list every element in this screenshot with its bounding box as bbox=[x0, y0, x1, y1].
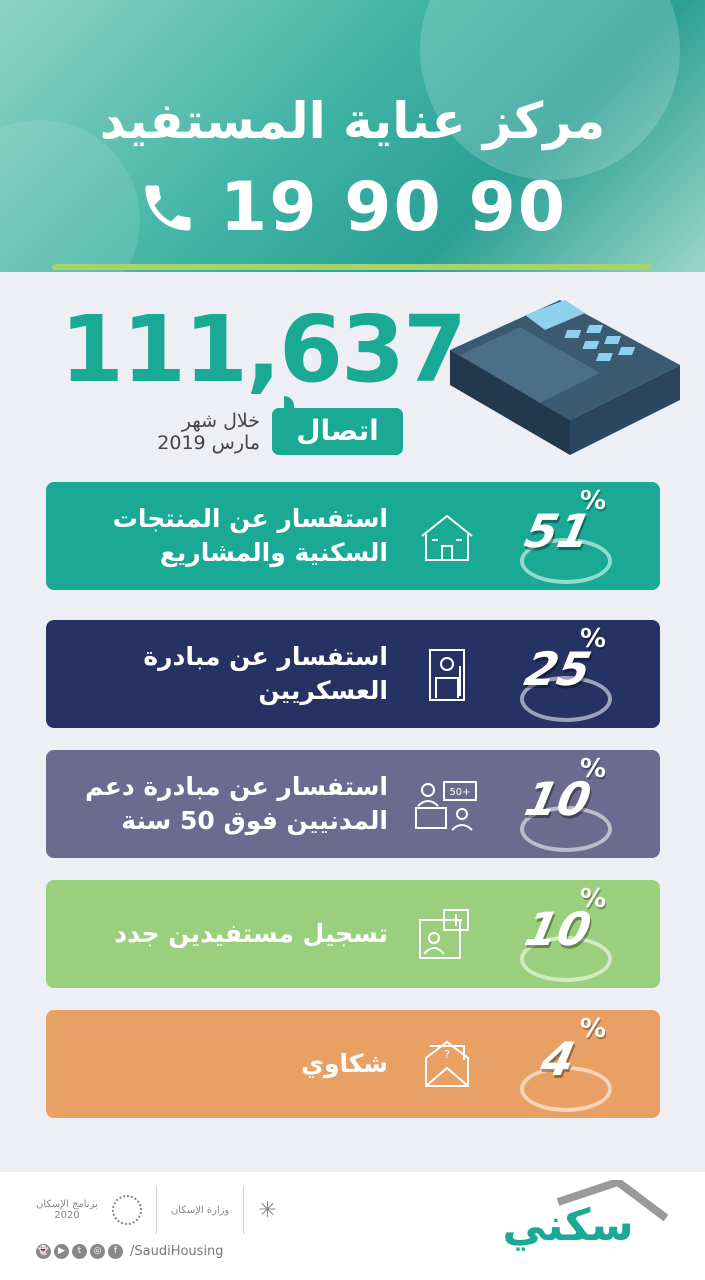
total-calls: 111,637 bbox=[60, 296, 467, 403]
social-handle[interactable]: /SaudiHousing bbox=[130, 1244, 224, 1259]
calls-label: اتصال bbox=[272, 396, 403, 455]
percent-sign: % bbox=[580, 624, 607, 654]
category-card: استفسار عن المنتجات السكنية والمشاريع 51… bbox=[46, 482, 660, 590]
ring-decoration bbox=[520, 676, 612, 722]
period: خلال شهر مارس 2019 bbox=[80, 410, 260, 454]
snapchat-icon[interactable]: 👻 bbox=[36, 1244, 51, 1259]
category-card: استفسار عن مبادرة دعم المدنيين فوق 50 سن… bbox=[46, 750, 660, 858]
divider bbox=[52, 264, 652, 270]
category-card: شكاوي ? 4 % bbox=[46, 1010, 660, 1118]
complaint-envelope-icon: ? bbox=[425, 1040, 469, 1087]
ministry-name: وزارة الإسكان bbox=[170, 1204, 230, 1216]
period-line1: خلال شهر bbox=[181, 410, 260, 432]
percent-sign: % bbox=[580, 1014, 607, 1044]
percent-sign: % bbox=[580, 884, 607, 914]
category-percent: 10 % bbox=[508, 754, 618, 856]
house-icon bbox=[421, 514, 473, 561]
category-label: تسجيل مستفيدين جدد bbox=[114, 919, 388, 948]
soldier-icon bbox=[429, 649, 465, 701]
ring-decoration bbox=[520, 1066, 612, 1112]
twitter-icon[interactable]: t bbox=[72, 1244, 87, 1259]
ring-decoration bbox=[520, 538, 612, 584]
program-year: 2020 bbox=[54, 1210, 80, 1221]
elderly-support-icon: 50+ bbox=[415, 781, 477, 831]
category-label: شكاوي bbox=[301, 1049, 388, 1078]
category-label: استفسار عن مبادرة العسكريين bbox=[143, 642, 388, 705]
phone-icon bbox=[145, 185, 191, 230]
category-percent: 4 % bbox=[508, 1014, 618, 1116]
category-label: استفسار عن مبادرة دعم المدنيين فوق 50 سن… bbox=[85, 772, 388, 835]
category-percent: 25 % bbox=[508, 624, 618, 726]
phone-number[interactable]: 19 90 90 bbox=[219, 168, 568, 247]
category-label: استفسار عن المنتجات السكنية والمشاريع bbox=[112, 504, 388, 567]
instagram-icon[interactable]: ◎ bbox=[90, 1244, 105, 1259]
partner-logos: برنامج الإسكان 2020 وزارة الإسكان ✳ bbox=[36, 1186, 277, 1234]
ring-decoration bbox=[520, 936, 612, 982]
brand-name: سكني bbox=[502, 1200, 633, 1251]
sakani-logo: سكني bbox=[502, 1180, 668, 1251]
program-name: برنامج الإسكان bbox=[36, 1199, 98, 1210]
youtube-icon[interactable]: ▶ bbox=[54, 1244, 69, 1259]
percent-sign: % bbox=[580, 754, 607, 784]
facebook-icon[interactable]: f bbox=[108, 1244, 123, 1259]
category-percent: 10 % bbox=[508, 884, 618, 986]
social-links: 👻 ▶ t ◎ f /SaudiHousing bbox=[36, 1244, 224, 1259]
ring-decoration bbox=[520, 806, 612, 852]
header-banner bbox=[0, 0, 705, 320]
svg-text:50+: 50+ bbox=[449, 787, 470, 798]
page-title: مركز عناية المستفيد bbox=[99, 92, 606, 150]
category-card: تسجيل مستفيدين جدد 10 % bbox=[46, 880, 660, 988]
period-line2: مارس 2019 bbox=[157, 432, 260, 454]
palm-emblem-icon: ✳ bbox=[258, 1197, 277, 1223]
program-emblem-icon bbox=[111, 1195, 142, 1225]
percent-sign: % bbox=[580, 486, 607, 516]
category-percent: 51 % bbox=[508, 486, 618, 588]
hotline: 19 90 90 bbox=[0, 168, 705, 247]
telephone-illustration bbox=[450, 300, 680, 455]
register-user-icon bbox=[419, 909, 469, 959]
category-card: استفسار عن مبادرة العسكريين 25 % bbox=[46, 620, 660, 728]
svg-text:?: ? bbox=[444, 1048, 450, 1061]
